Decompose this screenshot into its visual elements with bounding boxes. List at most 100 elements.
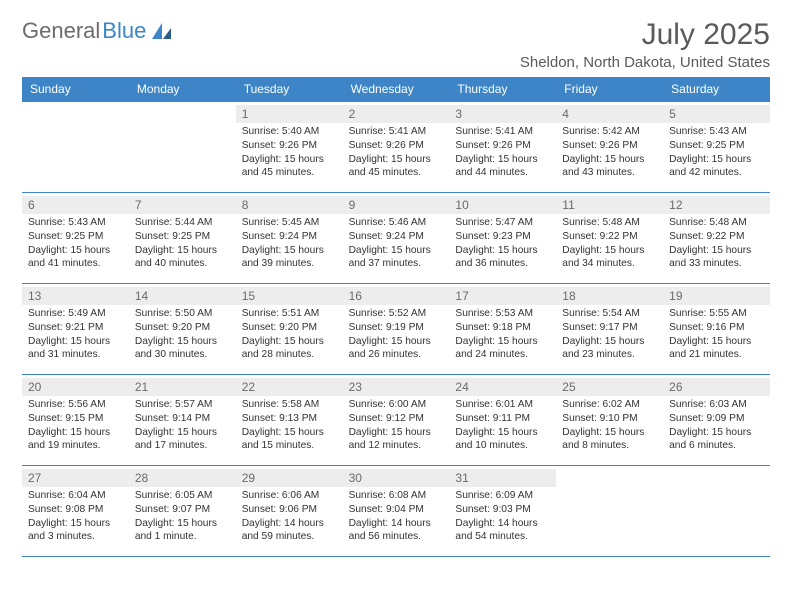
daylight-text: Daylight: 15 hours and 17 minutes. [135,426,230,454]
day-number: 5 [663,105,770,123]
daylight-text: Daylight: 15 hours and 31 minutes. [28,335,123,363]
calendar-day-cell: 6Sunrise: 5:43 AMSunset: 9:25 PMDaylight… [22,193,129,283]
sunset-text: Sunset: 9:25 PM [669,139,764,153]
sunset-text: Sunset: 9:18 PM [455,321,550,335]
daylight-text: Daylight: 15 hours and 3 minutes. [28,517,123,545]
calendar-empty-cell [556,466,663,556]
calendar-week-row: 13Sunrise: 5:49 AMSunset: 9:21 PMDayligh… [22,284,770,375]
sunrise-text: Sunrise: 5:58 AM [242,398,337,412]
day-number: 24 [449,378,556,396]
calendar-week-row: 1Sunrise: 5:40 AMSunset: 9:26 PMDaylight… [22,102,770,193]
sunrise-text: Sunrise: 6:00 AM [349,398,444,412]
day-info: Sunrise: 6:01 AMSunset: 9:11 PMDaylight:… [455,398,550,453]
sunset-text: Sunset: 9:19 PM [349,321,444,335]
sunrise-text: Sunrise: 6:04 AM [28,489,123,503]
daylight-text: Daylight: 15 hours and 28 minutes. [242,335,337,363]
sunrise-text: Sunrise: 6:05 AM [135,489,230,503]
sunset-text: Sunset: 9:14 PM [135,412,230,426]
sunrise-text: Sunrise: 5:44 AM [135,216,230,230]
day-info: Sunrise: 5:54 AMSunset: 9:17 PMDaylight:… [562,307,657,362]
sunrise-text: Sunrise: 5:46 AM [349,216,444,230]
calendar-day-cell: 22Sunrise: 5:58 AMSunset: 9:13 PMDayligh… [236,375,343,465]
sunset-text: Sunset: 9:20 PM [135,321,230,335]
day-number: 23 [343,378,450,396]
calendar-day-cell: 30Sunrise: 6:08 AMSunset: 9:04 PMDayligh… [343,466,450,556]
sunset-text: Sunset: 9:16 PM [669,321,764,335]
sunrise-text: Sunrise: 5:54 AM [562,307,657,321]
daylight-text: Daylight: 15 hours and 40 minutes. [135,244,230,272]
calendar-body: 1Sunrise: 5:40 AMSunset: 9:26 PMDaylight… [22,102,770,557]
calendar-day-cell: 4Sunrise: 5:42 AMSunset: 9:26 PMDaylight… [556,102,663,192]
day-number: 7 [129,196,236,214]
day-number: 18 [556,287,663,305]
day-number: 29 [236,469,343,487]
calendar-day-cell: 10Sunrise: 5:47 AMSunset: 9:23 PMDayligh… [449,193,556,283]
sunset-text: Sunset: 9:26 PM [562,139,657,153]
daylight-text: Daylight: 15 hours and 8 minutes. [562,426,657,454]
day-info: Sunrise: 6:00 AMSunset: 9:12 PMDaylight:… [349,398,444,453]
day-number: 15 [236,287,343,305]
sunset-text: Sunset: 9:15 PM [28,412,123,426]
day-info: Sunrise: 5:48 AMSunset: 9:22 PMDaylight:… [669,216,764,271]
daylight-text: Daylight: 15 hours and 30 minutes. [135,335,230,363]
day-number: 12 [663,196,770,214]
day-number: 13 [22,287,129,305]
day-info: Sunrise: 6:04 AMSunset: 9:08 PMDaylight:… [28,489,123,544]
day-info: Sunrise: 6:08 AMSunset: 9:04 PMDaylight:… [349,489,444,544]
daylight-text: Daylight: 15 hours and 26 minutes. [349,335,444,363]
daylight-text: Daylight: 15 hours and 12 minutes. [349,426,444,454]
daylight-text: Daylight: 15 hours and 23 minutes. [562,335,657,363]
calendar-day-cell: 19Sunrise: 5:55 AMSunset: 9:16 PMDayligh… [663,284,770,374]
sunrise-text: Sunrise: 5:50 AM [135,307,230,321]
daylight-text: Daylight: 15 hours and 24 minutes. [455,335,550,363]
calendar-day-cell: 1Sunrise: 5:40 AMSunset: 9:26 PMDaylight… [236,102,343,192]
sunrise-text: Sunrise: 5:53 AM [455,307,550,321]
sunrise-text: Sunrise: 5:40 AM [242,125,337,139]
day-info: Sunrise: 6:09 AMSunset: 9:03 PMDaylight:… [455,489,550,544]
calendar-day-cell: 3Sunrise: 5:41 AMSunset: 9:26 PMDaylight… [449,102,556,192]
calendar-day-cell: 20Sunrise: 5:56 AMSunset: 9:15 PMDayligh… [22,375,129,465]
daylight-text: Daylight: 15 hours and 6 minutes. [669,426,764,454]
sunset-text: Sunset: 9:22 PM [562,230,657,244]
logo-sail-icon [151,22,173,40]
sunrise-text: Sunrise: 6:01 AM [455,398,550,412]
calendar-day-cell: 8Sunrise: 5:45 AMSunset: 9:24 PMDaylight… [236,193,343,283]
sunrise-text: Sunrise: 5:43 AM [669,125,764,139]
day-info: Sunrise: 5:42 AMSunset: 9:26 PMDaylight:… [562,125,657,180]
calendar-day-cell: 18 Sunrise: 5:54 AMSunset: 9:17 PMDayligh… [556,284,663,374]
calendar-week-row: 27Sunrise: 6:04 AMSunset: 9:08 PMDayligh… [22,466,770,557]
weekday-heading: Saturday [663,77,770,102]
title-block: July 2025 Sheldon, North Dakota, United … [520,18,770,71]
weekday-heading: Tuesday [236,77,343,102]
daylight-text: Daylight: 14 hours and 56 minutes. [349,517,444,545]
day-info: Sunrise: 5:44 AMSunset: 9:25 PMDaylight:… [135,216,230,271]
daylight-text: Daylight: 15 hours and 37 minutes. [349,244,444,272]
day-number: 8 [236,196,343,214]
day-info: Sunrise: 5:56 AMSunset: 9:15 PMDaylight:… [28,398,123,453]
header: GeneralBlue July 2025 Sheldon, North Dak… [22,18,770,71]
daylight-text: Daylight: 15 hours and 1 minute. [135,517,230,545]
sunset-text: Sunset: 9:04 PM [349,503,444,517]
calendar-weekday-header: SundayMondayTuesdayWednesdayThursdayFrid… [22,77,770,102]
daylight-text: Daylight: 15 hours and 45 minutes. [349,153,444,181]
day-number: 14 [129,287,236,305]
day-number: 19 [663,287,770,305]
calendar-day-cell: 5Sunrise: 5:43 AMSunset: 9:25 PMDaylight… [663,102,770,192]
sunrise-text: Sunrise: 5:45 AM [242,216,337,230]
calendar-day-cell: 12 Sunrise: 5:48 AMSunset: 9:22 PMDayligh… [663,193,770,283]
day-info: Sunrise: 5:41 AMSunset: 9:26 PMDaylight:… [349,125,444,180]
day-info: Sunrise: 5:43 AMSunset: 9:25 PMDaylight:… [28,216,123,271]
daylight-text: Daylight: 15 hours and 36 minutes. [455,244,550,272]
logo: GeneralBlue [22,18,173,44]
logo-text-gray: General [22,18,100,44]
daylight-text: Daylight: 15 hours and 41 minutes. [28,244,123,272]
logo-text-blue: Blue [102,18,146,44]
calendar-day-cell: 2Sunrise: 5:41 AMSunset: 9:26 PMDaylight… [343,102,450,192]
day-info: Sunrise: 5:41 AMSunset: 9:26 PMDaylight:… [455,125,550,180]
sunrise-text: Sunrise: 5:55 AM [669,307,764,321]
sunset-text: Sunset: 9:26 PM [242,139,337,153]
calendar-day-cell: 7 Sunrise: 5:44 AMSunset: 9:25 PMDaylight… [129,193,236,283]
calendar-day-cell: 27Sunrise: 6:04 AMSunset: 9:08 PMDayligh… [22,466,129,556]
calendar-day-cell: 29Sunrise: 6:06 AMSunset: 9:06 PMDayligh… [236,466,343,556]
sunset-text: Sunset: 9:08 PM [28,503,123,517]
